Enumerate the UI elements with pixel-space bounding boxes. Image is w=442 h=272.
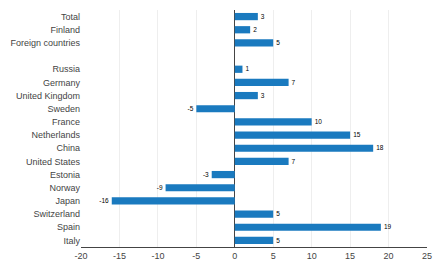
svg-text:5: 5 xyxy=(276,210,280,217)
svg-text:-15: -15 xyxy=(113,251,126,261)
svg-text:United States: United States xyxy=(26,157,81,167)
svg-text:15: 15 xyxy=(353,131,361,138)
svg-text:3: 3 xyxy=(261,92,265,99)
svg-text:5: 5 xyxy=(276,39,280,46)
svg-text:15: 15 xyxy=(345,251,355,261)
svg-text:-5: -5 xyxy=(192,251,200,261)
svg-text:10: 10 xyxy=(307,251,317,261)
svg-text:-10: -10 xyxy=(151,251,164,261)
svg-text:5: 5 xyxy=(271,251,276,261)
svg-text:Norway: Norway xyxy=(49,183,80,193)
svg-text:-5: -5 xyxy=(188,105,194,112)
svg-text:United Kingdom: United Kingdom xyxy=(16,91,80,101)
svg-text:-3: -3 xyxy=(203,171,209,178)
svg-text:-9: -9 xyxy=(157,184,163,191)
svg-text:2: 2 xyxy=(253,26,257,33)
svg-text:Germany: Germany xyxy=(43,78,81,88)
svg-text:Estonia: Estonia xyxy=(50,170,80,180)
svg-text:Total: Total xyxy=(61,12,80,22)
svg-text:Finland: Finland xyxy=(50,25,80,35)
svg-text:Foreign countries: Foreign countries xyxy=(10,38,80,48)
svg-text:18: 18 xyxy=(376,144,384,151)
svg-text:7: 7 xyxy=(292,79,296,86)
svg-text:10: 10 xyxy=(315,118,323,125)
svg-text:Switzerland: Switzerland xyxy=(33,209,80,219)
svg-text:-16: -16 xyxy=(99,197,109,204)
svg-text:5: 5 xyxy=(276,237,280,244)
svg-text:0: 0 xyxy=(232,251,237,261)
svg-text:19: 19 xyxy=(384,223,392,230)
svg-text:Sweden: Sweden xyxy=(47,104,80,114)
svg-text:Italy: Italy xyxy=(63,236,80,246)
svg-text:Spain: Spain xyxy=(57,222,80,232)
svg-text:-20: -20 xyxy=(74,251,87,261)
svg-text:France: France xyxy=(52,117,80,127)
svg-text:3: 3 xyxy=(261,13,265,20)
svg-text:25: 25 xyxy=(422,251,432,261)
svg-text:7: 7 xyxy=(292,158,296,165)
svg-text:Netherlands: Netherlands xyxy=(31,130,80,140)
svg-text:China: China xyxy=(56,143,80,153)
svg-text:1: 1 xyxy=(245,65,249,72)
svg-text:Japan: Japan xyxy=(55,196,80,206)
svg-text:Russia: Russia xyxy=(52,64,80,74)
svg-text:20: 20 xyxy=(384,251,394,261)
